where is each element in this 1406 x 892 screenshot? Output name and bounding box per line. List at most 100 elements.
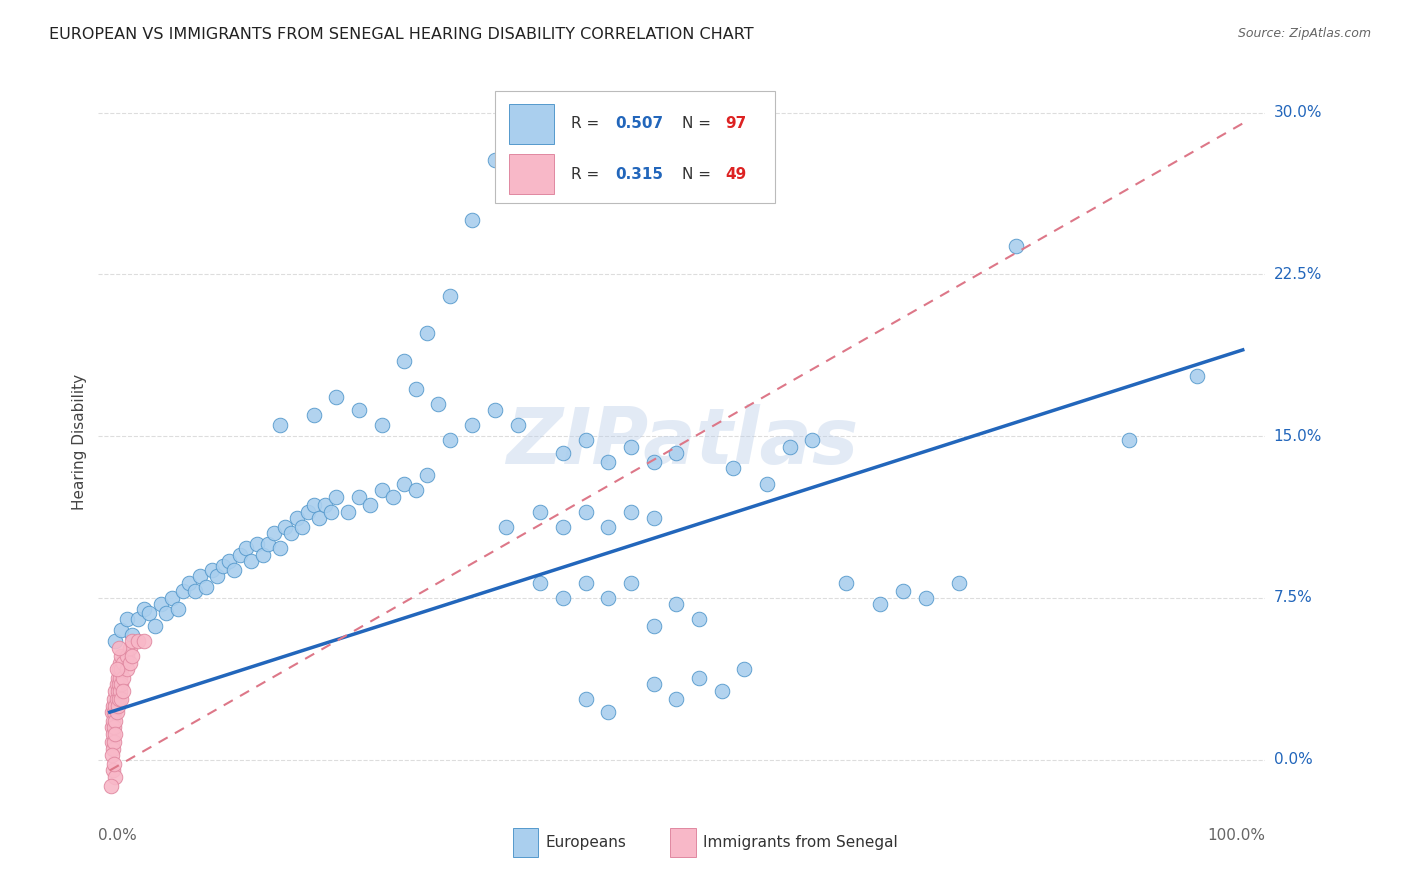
Point [138, 606, 160, 620]
Point [110, 662, 132, 676]
Point [620, 505, 643, 519]
Point [416, 326, 439, 340]
Point [207, 569, 229, 583]
Point [101, 727, 124, 741]
Point [115, 649, 138, 664]
Point [105, 677, 128, 691]
Point [394, 353, 416, 368]
Point [914, 591, 936, 605]
Point [495, 520, 517, 534]
FancyBboxPatch shape [671, 828, 696, 857]
Point [575, 434, 598, 448]
Point [347, 403, 370, 417]
Point [101, 698, 124, 713]
Point [835, 575, 858, 590]
Point [110, 624, 132, 638]
FancyBboxPatch shape [509, 154, 554, 194]
Point [302, 498, 325, 512]
Point [269, 541, 291, 556]
Point [104, 727, 127, 741]
Point [103, 692, 125, 706]
Point [297, 505, 319, 519]
Point [120, 640, 142, 655]
Point [779, 440, 801, 454]
Text: 0.0%: 0.0% [98, 828, 138, 843]
Point [160, 591, 183, 605]
Point [302, 408, 325, 422]
Point [195, 580, 218, 594]
Point [172, 584, 194, 599]
Point [394, 476, 416, 491]
Point [405, 382, 427, 396]
Text: N =: N = [682, 167, 716, 182]
Text: EUROPEAN VS IMMIGRANTS FROM SENEGAL HEARING DISABILITY CORRELATION CHART: EUROPEAN VS IMMIGRANTS FROM SENEGAL HEAR… [49, 27, 754, 42]
Point [132, 634, 155, 648]
Point [643, 619, 665, 633]
Point [101, 742, 124, 756]
Point [240, 554, 263, 568]
FancyBboxPatch shape [509, 103, 554, 144]
Point [166, 601, 188, 615]
Point [190, 569, 212, 583]
Y-axis label: Hearing Disability: Hearing Disability [72, 374, 87, 509]
Point [104, 683, 127, 698]
Point [127, 612, 149, 626]
Point [108, 671, 131, 685]
Point [105, 692, 128, 706]
Text: Source: ZipAtlas.com: Source: ZipAtlas.com [1237, 27, 1371, 40]
Point [112, 683, 135, 698]
Point [112, 671, 135, 685]
Point [108, 662, 131, 676]
Point [110, 649, 132, 664]
Point [370, 483, 392, 497]
Point [484, 403, 506, 417]
Text: Immigrants from Senegal: Immigrants from Senegal [703, 835, 897, 850]
Point [108, 640, 131, 655]
Point [382, 490, 405, 504]
Point [274, 520, 297, 534]
Point [551, 520, 574, 534]
Point [108, 677, 131, 691]
Point [461, 418, 484, 433]
Point [101, 705, 124, 719]
Point [336, 505, 359, 519]
Text: 49: 49 [725, 167, 747, 182]
Point [104, 714, 127, 728]
Point [439, 434, 461, 448]
Point [110, 692, 132, 706]
Point [115, 662, 138, 676]
Point [643, 455, 665, 469]
Point [101, 764, 124, 778]
Point [101, 720, 124, 734]
Point [143, 619, 166, 633]
Point [665, 598, 688, 612]
Point [105, 662, 128, 676]
Text: ZIPatlas: ZIPatlas [506, 403, 858, 480]
Point [620, 440, 643, 454]
Point [263, 526, 285, 541]
Point [103, 756, 125, 771]
Point [1005, 239, 1028, 253]
Point [291, 520, 314, 534]
Point [121, 634, 143, 648]
Point [733, 662, 755, 676]
Point [127, 634, 149, 648]
Text: N =: N = [682, 116, 716, 131]
Point [439, 289, 461, 303]
Point [115, 612, 138, 626]
Point [416, 467, 439, 482]
FancyBboxPatch shape [495, 91, 775, 203]
Text: 7.5%: 7.5% [1274, 591, 1312, 606]
Point [155, 606, 177, 620]
Point [183, 584, 205, 599]
Point [319, 505, 342, 519]
Point [101, 748, 124, 763]
Point [104, 698, 127, 713]
Point [257, 537, 280, 551]
Text: 0.315: 0.315 [616, 167, 664, 182]
Point [121, 649, 143, 664]
Point [177, 575, 200, 590]
Point [665, 692, 688, 706]
Point [405, 483, 427, 497]
Point [104, 770, 127, 784]
